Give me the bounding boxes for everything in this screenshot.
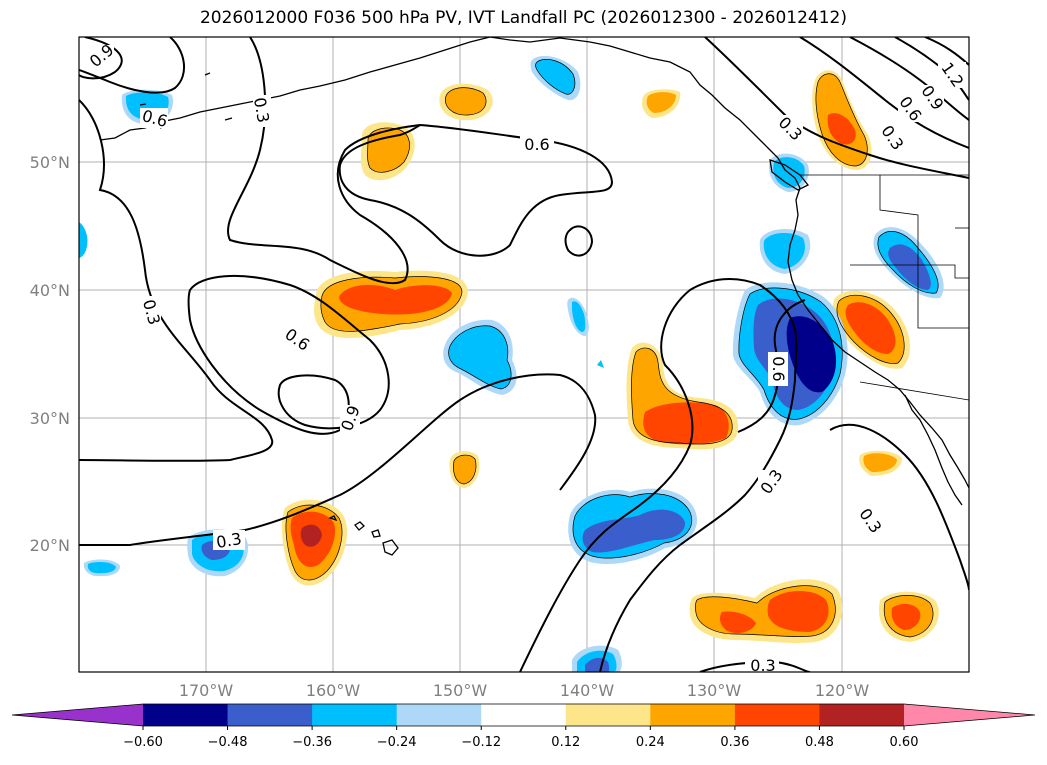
colorbar: −0.60 −0.48 −0.36 −0.24 −0.12 0.12 0.24 0.36 0.4… [11,703,1036,750]
lon-label-130w: 130°W [687,681,742,700]
lon-label-160w: 160°W [306,681,361,700]
map-title: 2026012000 F036 500 hPa PV, IVT Landfall… [199,8,847,28]
colorbar-extend-min [12,704,143,726]
colorbar-tick-label: 0.48 [805,735,834,750]
colorbar-segment [819,704,905,726]
lat-label-40n: 40°N [30,281,70,300]
map-frame [78,36,970,673]
contour-label: 0.3 [750,656,775,675]
lat-label-50n: 50°N [30,153,70,172]
latitude-labels: 50°N 40°N 30°N 20°N [30,153,70,555]
contour-label: 0.6 [524,135,549,154]
colorbar-segment [312,704,398,726]
colorbar-extend-max [904,704,1035,726]
pv-contours [79,37,969,672]
lon-label-140w: 140°W [560,681,615,700]
longitude-labels: 170°W 160°W 150°W 140°W 130°W 120°W [179,681,870,700]
colorbar-segment [227,704,313,726]
colorbar-segment [396,704,482,726]
anomaly-fills [79,56,944,672]
colorbar-segment [734,704,820,726]
contour-label: 0.3 [215,529,243,552]
coastlines [99,37,969,556]
colorbar-segment [650,704,736,726]
colorbar-segment [565,704,651,726]
contour-label-halos [90,45,966,672]
colorbar-tick-label: −0.48 [208,735,248,750]
lat-label-30n: 30°N [30,409,70,428]
colorbar-segment [143,704,229,726]
colorbar-tick-label: 0.36 [720,735,749,750]
colorbar-tick-label: −0.36 [292,735,332,750]
contour-label: 0.6 [769,356,788,381]
colorbar-tick-label: 0.12 [551,735,580,750]
colorbar-tick-label: −0.12 [461,735,501,750]
colorbar-segment [481,704,567,726]
colorbar-tick-label: 0.60 [890,735,919,750]
contour-label: 0.3 [250,96,273,124]
lat-label-20n: 20°N [30,536,70,555]
colorbar-tick-label: −0.24 [377,735,417,750]
lon-label-170w: 170°W [179,681,234,700]
neg-blob-43n-180w [79,222,88,258]
lon-label-150w: 150°W [433,681,488,700]
colorbar-tick-label: 0.24 [636,735,665,750]
colorbar-tick-label: −0.60 [123,735,163,750]
lon-label-120w: 120°W [815,681,870,700]
